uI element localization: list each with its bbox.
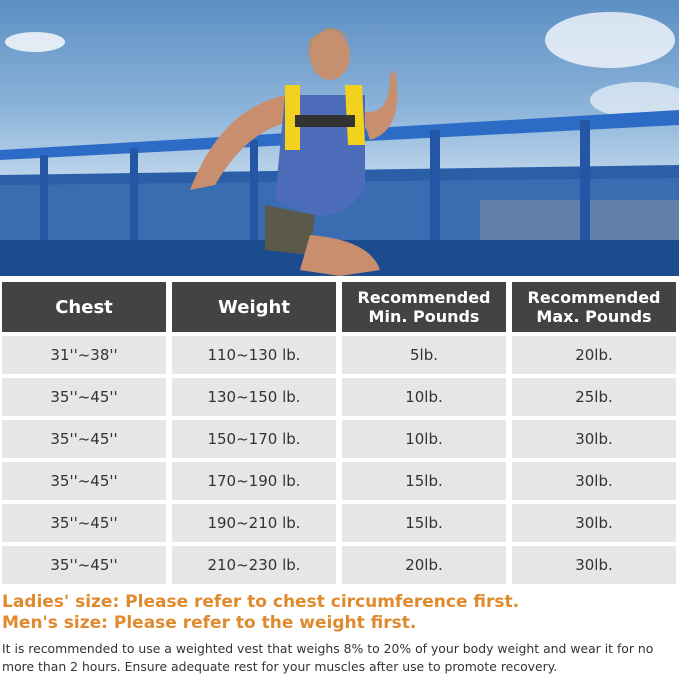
cell-chest: 35''~45'' xyxy=(2,504,166,542)
header-max-pounds: Recommended Max. Pounds xyxy=(512,282,676,332)
cell-min: 5lb. xyxy=(342,336,506,374)
cell-max: 30lb. xyxy=(512,504,676,542)
cell-chest: 35''~45'' xyxy=(2,546,166,584)
hero-photo-woman-running-weighted-vest xyxy=(0,0,679,276)
mens-size-note: Men's size: Please refer to the weight f… xyxy=(2,613,417,633)
cell-chest: 35''~45'' xyxy=(2,378,166,416)
cell-weight: 210~230 lb. xyxy=(172,546,336,584)
cell-max: 30lb. xyxy=(512,546,676,584)
cell-min: 20lb. xyxy=(342,546,506,584)
cell-weight: 170~190 lb. xyxy=(172,462,336,500)
cell-min: 10lb. xyxy=(342,378,506,416)
cell-weight: 130~150 lb. xyxy=(172,378,336,416)
header-label: Weight xyxy=(218,296,290,318)
size-chart-table: Chest Weight Recommended Min. Pounds Reco… xyxy=(2,282,677,584)
cell-max: 25lb. xyxy=(512,378,676,416)
cell-chest: 31''~38'' xyxy=(2,336,166,374)
ladies-size-note: Ladies' size: Please refer to chest circ… xyxy=(2,592,520,612)
header-weight: Weight xyxy=(172,282,336,332)
cell-weight: 110~130 lb. xyxy=(172,336,336,374)
cell-weight: 190~210 lb. xyxy=(172,504,336,542)
header-label: Chest xyxy=(55,296,113,318)
cell-min: 15lb. xyxy=(342,504,506,542)
recommendation-text: It is recommended to use a weighted vest… xyxy=(2,641,654,674)
cell-max: 20lb. xyxy=(512,336,676,374)
cell-min: 10lb. xyxy=(342,420,506,458)
header-chest: Chest xyxy=(2,282,166,332)
cell-max: 30lb. xyxy=(512,420,676,458)
header-label: Recommended Min. Pounds xyxy=(357,288,491,326)
header-label: Recommended Max. Pounds xyxy=(527,288,661,326)
cell-weight: 150~170 lb. xyxy=(172,420,336,458)
cell-max: 30lb. xyxy=(512,462,676,500)
cell-chest: 35''~45'' xyxy=(2,462,166,500)
runner-figure xyxy=(190,28,398,276)
cell-min: 15lb. xyxy=(342,462,506,500)
header-min-pounds: Recommended Min. Pounds xyxy=(342,282,506,332)
cell-chest: 35''~45'' xyxy=(2,420,166,458)
